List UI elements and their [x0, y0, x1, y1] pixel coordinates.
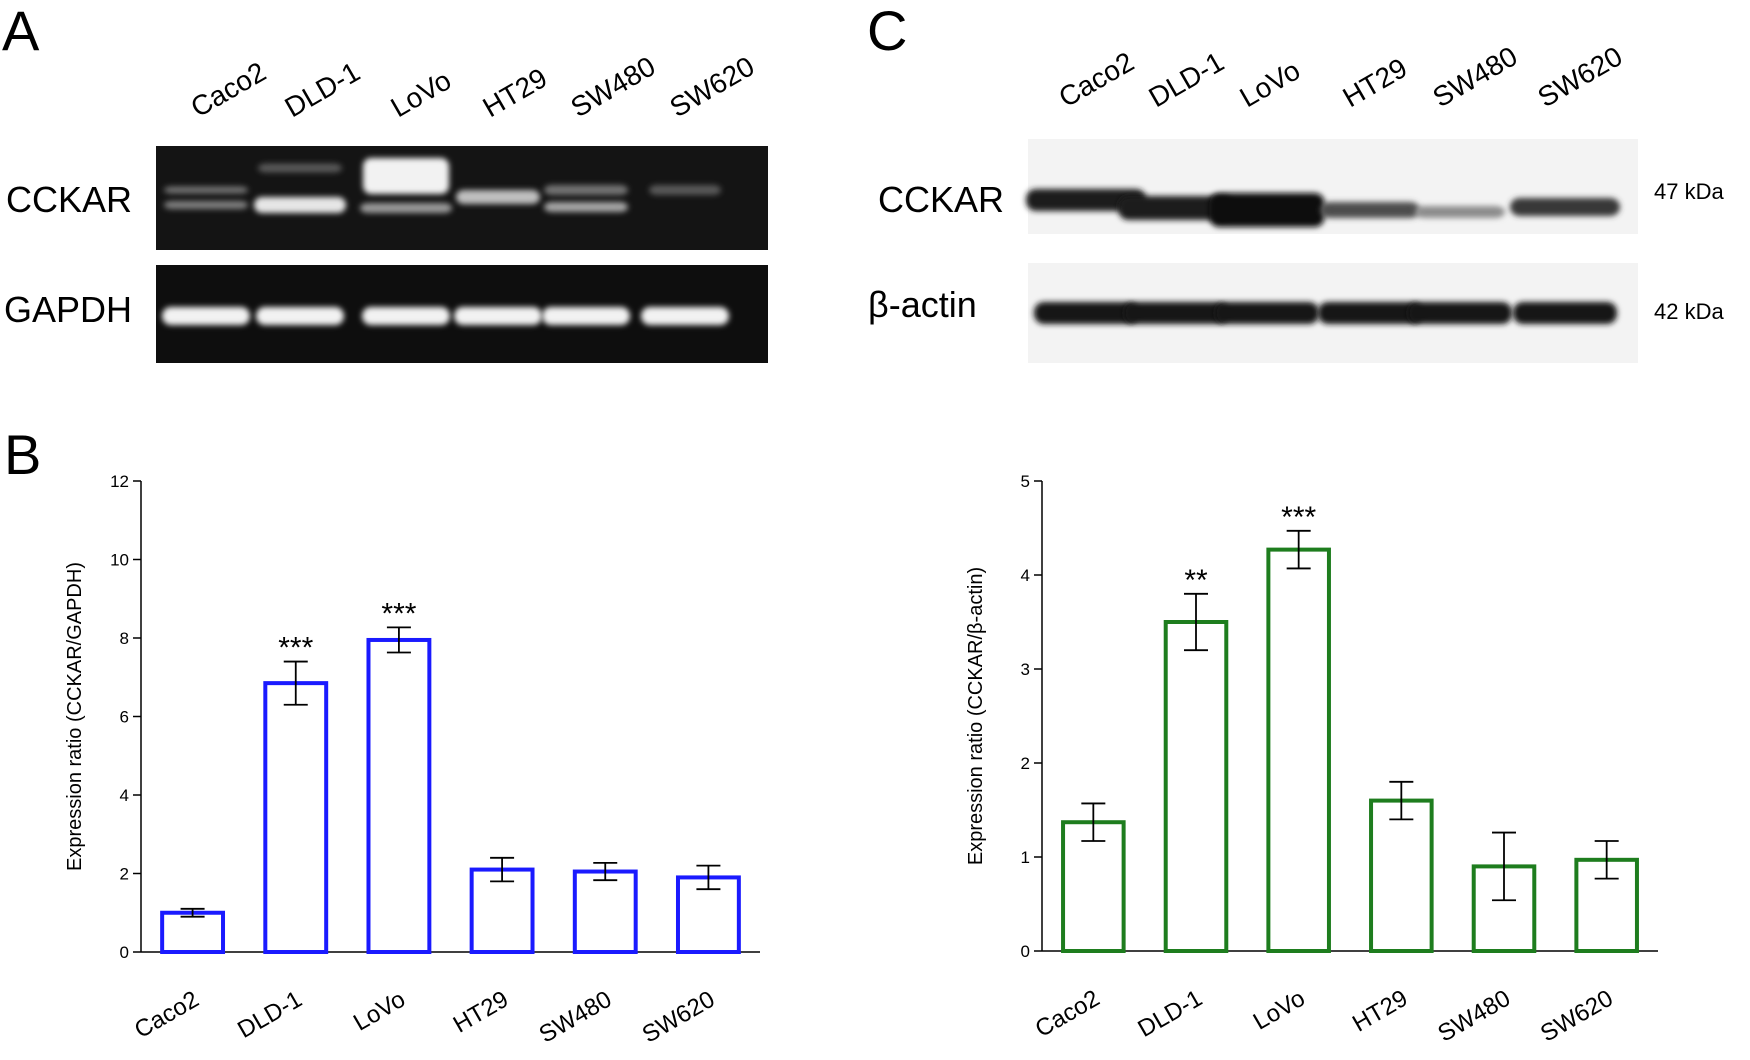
x-tick-label: HT29 — [449, 986, 513, 1039]
blot-lane-label: SW480 — [1428, 40, 1523, 113]
x-tick-label: SW620 — [1536, 985, 1618, 1048]
blot-cckar-background — [1028, 139, 1638, 234]
y-axis-title: Expression ratio (CCKAR/β-actin) — [965, 567, 987, 865]
blot-band-actin — [1513, 302, 1617, 324]
gel-band-cckar — [456, 190, 540, 204]
gel-band-cckar — [544, 202, 628, 212]
y-tick-label: 1 — [1021, 848, 1030, 867]
x-tick-label: SW480 — [535, 986, 617, 1049]
blot-lane-label: SW620 — [1533, 40, 1628, 113]
bar — [469, 867, 535, 955]
blot-lane-label: DLD-1 — [1144, 46, 1230, 113]
blot-band-cckar — [1510, 198, 1620, 216]
gel-lane-label: Caco2 — [186, 56, 272, 123]
blot-size-actin: 42 kDa — [1654, 299, 1724, 324]
gel-panel-a: Caco2 DLD-1 LoVo HT29 SW480 SW620 CCKAR GAPDH — [4, 50, 768, 363]
bar — [1266, 547, 1331, 953]
gel-band-gapdh — [641, 307, 729, 325]
gel-band-gapdh — [256, 307, 344, 325]
x-tick-label: SW620 — [638, 986, 720, 1049]
blot-row-label-cckar: CCKAR — [878, 179, 1004, 220]
bar — [1369, 798, 1434, 953]
y-tick-label: 2 — [1021, 754, 1030, 773]
blot-lane-label: HT29 — [1338, 52, 1413, 113]
blot-band-cckar — [1026, 189, 1146, 211]
blot-lane-labels: Caco2 DLD-1 LoVo HT29 SW480 SW620 — [1054, 40, 1628, 113]
panel-letter-b: B — [4, 423, 41, 486]
gel-lane-label: DLD-1 — [280, 56, 366, 123]
gel-band-cckar — [363, 158, 449, 194]
gel-band-gapdh — [162, 307, 250, 325]
bar-chart-c: 0 1 2 3 4 5 Expression ratio (CCKAR/β-actin) Ca… — [965, 472, 1658, 1048]
gel-band-cckar — [258, 163, 342, 173]
blot-band-actin — [1215, 302, 1319, 324]
significance-label: ** — [1184, 564, 1208, 597]
blot-band-cckar — [1415, 206, 1505, 218]
y-tick-label: 6 — [120, 708, 129, 727]
y-axis-title: Expression ratio (CCKAR/GAPDH) — [64, 562, 86, 871]
gel-band-cckar — [544, 185, 628, 195]
gel-lane-label: SW480 — [566, 50, 661, 123]
blot-band-actin — [1408, 302, 1512, 324]
blot-band-cckar — [1118, 196, 1234, 220]
y-tick-label: 8 — [120, 629, 129, 648]
gel-lane-label: HT29 — [478, 62, 553, 123]
x-tick-label: DLD-1 — [1133, 985, 1207, 1043]
blot-bands — [1026, 189, 1620, 324]
x-tick-label: LoVo — [1249, 985, 1310, 1036]
western-blot-panel-c: Caco2 DLD-1 LoVo HT29 SW480 SW620 CCKAR β-act… — [868, 40, 1724, 363]
blot-band-actin — [1124, 302, 1228, 324]
blot-size-cckar: 47 kDa — [1654, 179, 1724, 204]
y-tick-label: 3 — [1021, 660, 1030, 679]
x-tick-label: HT29 — [1348, 985, 1412, 1038]
gel-band-cckar — [164, 186, 248, 194]
gel-band-gapdh — [362, 307, 450, 325]
significance-label: *** — [1281, 501, 1316, 534]
gel-band-gapdh — [542, 307, 630, 325]
blot-band-cckar — [1209, 193, 1325, 227]
y-tick-label: 4 — [120, 786, 129, 805]
gel-lane-label: LoVo — [386, 64, 457, 123]
blot-lane-label: Caco2 — [1054, 46, 1140, 113]
bar-chart-b: 0 2 4 6 8 10 12 Expression ratio (CCKAR/GAPDH) C… — [64, 472, 760, 1049]
gel-band-gapdh — [454, 307, 542, 325]
gel-row-label-gapdh: GAPDH — [4, 289, 132, 330]
bar — [572, 869, 638, 954]
blot-band-actin — [1318, 302, 1422, 324]
blot-band-actin — [1034, 302, 1138, 324]
y-tick-label: 0 — [1021, 942, 1030, 961]
y-tick-label: 10 — [110, 551, 129, 570]
gel-lane-label: SW620 — [665, 50, 760, 123]
significance-label: *** — [278, 632, 313, 665]
bar — [1061, 820, 1126, 953]
gel-row-label-cckar: CCKAR — [6, 179, 132, 220]
y-tick-label: 4 — [1021, 566, 1030, 585]
blot-band-cckar — [1320, 202, 1420, 218]
y-tick-label: 5 — [1021, 472, 1030, 491]
x-tick-label: Caco2 — [130, 986, 204, 1044]
gel-band-cckar — [164, 201, 248, 209]
blot-row-label-actin: β-actin — [868, 284, 977, 325]
gel-band-cckar — [649, 185, 721, 195]
significance-label: *** — [381, 597, 416, 630]
gel-bands — [162, 158, 729, 325]
gel-band-cckar — [360, 203, 452, 213]
bar — [366, 637, 432, 955]
bar — [263, 681, 329, 954]
x-tick-label: Caco2 — [1031, 985, 1105, 1043]
panel-letter-c: C — [867, 0, 907, 62]
gel-lane-labels: Caco2 DLD-1 LoVo HT29 SW480 SW620 — [186, 50, 760, 123]
x-tick-label: DLD-1 — [233, 986, 307, 1044]
y-tick-label: 12 — [110, 472, 129, 491]
y-tick-label: 0 — [120, 943, 129, 962]
panel-letter-a: A — [2, 0, 40, 62]
blot-lane-label: LoVo — [1235, 54, 1306, 113]
x-tick-label: SW480 — [1433, 985, 1515, 1048]
y-tick-label: 2 — [120, 865, 129, 884]
gel-band-cckar — [254, 197, 346, 213]
x-tick-label: LoVo — [349, 986, 410, 1037]
bar — [1163, 620, 1229, 953]
bar — [160, 910, 226, 954]
